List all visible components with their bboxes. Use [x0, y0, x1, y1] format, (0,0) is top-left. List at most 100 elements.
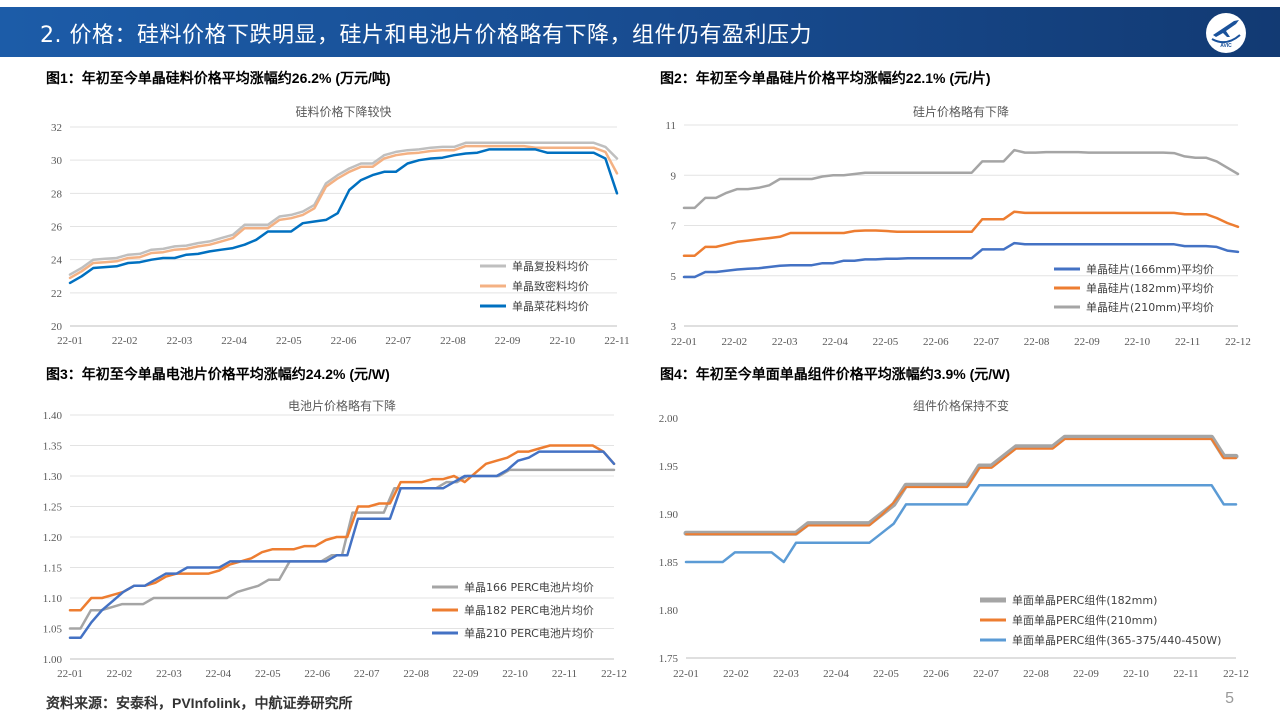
fig3-caption: 图3：年初至今单晶电池片价格平均涨幅约24.2% (元/W) [46, 366, 390, 382]
y-tick-label: 20 [51, 321, 63, 333]
legend-label: 单面单晶PERC组件(210mm) [1012, 613, 1157, 627]
x-tick-label: 22-01 [671, 336, 697, 348]
y-tick-label: 26 [51, 222, 63, 234]
chart-module: 组件价格保持不变 1.75 1.80 1.85 1.90 1.95 2.00 22-01 22-… [659, 398, 1249, 680]
logo-text: AVIC [1220, 43, 1232, 49]
y-tick-label: 1.95 [659, 461, 679, 473]
y-tick-label: 32 [51, 122, 62, 134]
legend-label: 单晶210 PERC电池片均价 [464, 627, 594, 640]
legend-label: 单晶硅片(166mm)平均价 [1086, 263, 1214, 276]
fig2-caption: 图2：年初至今单晶硅片价格平均涨幅约22.1% (元/片) [660, 70, 991, 86]
x-tick-label: 22-10 [1123, 668, 1149, 680]
x-tick-label: 22-08 [1023, 668, 1049, 680]
x-tick-label: 22-10 [549, 335, 575, 347]
x-tick-label: 22-06 [331, 335, 357, 347]
x-tick-label: 22-02 [723, 668, 749, 680]
series-line-3 [68, 450, 616, 639]
x-tick-label: 22-06 [923, 336, 949, 348]
x-tick-label: 22-03 [167, 335, 193, 347]
y-tick-label: 1.30 [43, 471, 63, 483]
series-line-1 [682, 241, 1240, 279]
series-line-2 [68, 444, 616, 612]
y-tick-label: 1.90 [659, 509, 679, 521]
avic-logo-icon: AVIC [1206, 13, 1246, 53]
y-tick-label: 22 [51, 288, 62, 300]
y-tick-label: 1.15 [43, 563, 63, 575]
x-tick-label: 22-09 [1074, 336, 1100, 348]
x-tick-label: 22-07 [385, 335, 411, 347]
chart-wafer: 硅片价格略有下降 3 5 7 9 11 22-01 22-02 22-03 22-04 22-05 2… [665, 104, 1251, 348]
x-tick-label: 22-04 [206, 668, 232, 680]
x-tick-label: 22-12 [1223, 668, 1249, 680]
x-tick-label: 22-03 [773, 668, 799, 680]
x-tick-label: 22-12 [1225, 336, 1251, 348]
y-tick-label: 7 [671, 221, 677, 233]
chart-silicon-material: 硅料价格下降较快 20 22 24 26 28 30 32 22-01 22-02 22-03 22-… [51, 104, 630, 347]
page-number: 5 [1225, 690, 1234, 707]
x-tick-label: 22-05 [276, 335, 302, 347]
y-tick-label: 1.35 [43, 441, 63, 453]
x-tick-label: 22-11 [604, 335, 629, 347]
y-tick-label: 1.00 [43, 654, 63, 666]
x-tick-label: 22-08 [1024, 336, 1050, 348]
x-tick-label: 22-06 [304, 668, 330, 680]
x-tick-label: 22-09 [1073, 668, 1099, 680]
legend-label: 单晶菜花料均价 [512, 299, 589, 313]
legend-label: 单晶182 PERC电池片均价 [464, 604, 594, 617]
y-tick-label: 2.00 [659, 413, 679, 425]
y-tick-label: 1.80 [659, 605, 679, 617]
y-tick-label: 5 [671, 271, 677, 283]
source-note: 资料来源：安泰科，PVInfolink，中航证券研究所 [46, 695, 353, 711]
series-line-2 [68, 144, 619, 280]
x-tick-label: 22-10 [1124, 336, 1150, 348]
fig4-caption: 图4：年初至今单面单晶组件价格平均涨幅约3.9% (元/W) [660, 366, 1011, 382]
y-tick-label: 30 [51, 155, 63, 167]
fig1-caption: 图1：年初至今单晶硅料价格平均涨幅约26.2% (万元/吨) [46, 70, 391, 86]
chart-title: 硅料价格下降较快 [295, 104, 391, 119]
legend-label: 单晶166 PERC电池片均价 [464, 581, 594, 594]
y-tick-label: 11 [665, 120, 676, 132]
y-tick-label: 28 [51, 188, 63, 200]
y-tick-label: 9 [671, 170, 677, 182]
y-tick-label: 1.25 [43, 502, 63, 514]
x-tick-label: 22-05 [873, 336, 899, 348]
y-tick-label: 1.40 [43, 410, 63, 422]
x-tick-label: 22-08 [440, 335, 466, 347]
x-tick-label: 22-04 [221, 335, 247, 347]
chart-title: 硅片价格略有下降 [913, 104, 1009, 119]
x-tick-label: 22-10 [502, 668, 528, 680]
x-tick-label: 22-05 [255, 668, 281, 680]
x-tick-label: 22-07 [973, 668, 999, 680]
x-tick-label: 22-06 [923, 668, 949, 680]
x-tick-label: 22-04 [823, 668, 849, 680]
y-tick-label: 1.10 [43, 593, 63, 605]
series-line-3 [684, 483, 1238, 564]
x-tick-label: 22-12 [601, 668, 627, 680]
y-tick-label: 1.75 [659, 653, 679, 665]
x-tick-label: 22-02 [112, 335, 138, 347]
chart-title: 组件价格保持不变 [913, 398, 1009, 413]
x-tick-label: 22-01 [673, 668, 699, 680]
x-tick-label: 22-07 [973, 336, 999, 348]
x-tick-label: 22-09 [495, 335, 521, 347]
series-line-2 [685, 438, 1237, 536]
series-line-1 [68, 141, 619, 276]
x-tick-label: 22-08 [403, 668, 429, 680]
x-tick-label: 22-02 [107, 668, 133, 680]
y-tick-label: 1.85 [659, 557, 679, 569]
page-title: 2. 价格：硅料价格下跌明显，硅片和电池片价格略有下降，组件仍有盈利压力 [40, 23, 812, 48]
x-tick-label: 22-11 [552, 668, 577, 680]
chart-cell: 电池片价格略有下降 1.00 1.05 1.10 1.15 1.20 1.25 1.30 1.3… [43, 398, 627, 680]
legend-label: 单晶硅片(182mm)平均价 [1086, 282, 1214, 295]
x-tick-label: 22-01 [57, 668, 83, 680]
x-tick-label: 22-07 [354, 668, 380, 680]
y-tick-label: 1.20 [43, 532, 63, 544]
x-tick-label: 22-11 [1173, 668, 1198, 680]
y-tick-label: 1.05 [43, 624, 63, 636]
x-tick-label: 22-09 [453, 668, 479, 680]
legend-label: 单面单晶PERC组件(365-375/440-450W) [1012, 633, 1221, 647]
legend-label: 单晶硅片(210mm)平均价 [1086, 301, 1214, 314]
x-tick-label: 22-03 [772, 336, 798, 348]
x-tick-label: 22-04 [822, 336, 848, 348]
x-tick-label: 22-11 [1175, 336, 1200, 348]
